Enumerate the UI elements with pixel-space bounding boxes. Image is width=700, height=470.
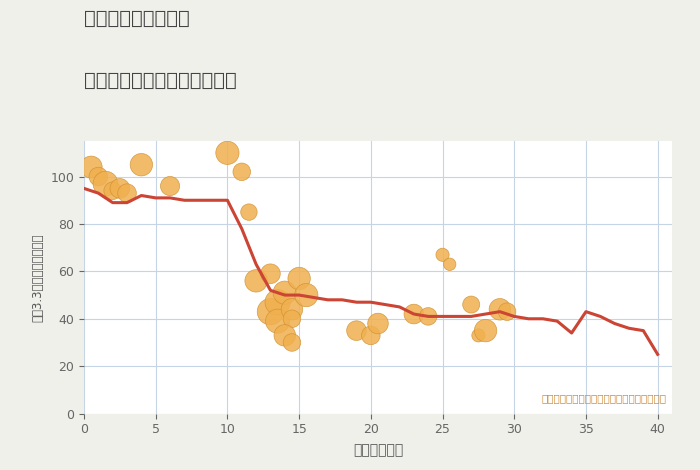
Point (85, 163, 97, 171)
Point (466, 301, 477, 308)
Point (286, 339, 297, 346)
Point (92, 173, 104, 180)
Point (244, 208, 255, 216)
Point (372, 320, 384, 327)
Point (236, 168, 247, 176)
Point (272, 298, 284, 306)
Point (265, 270, 276, 277)
Point (437, 251, 448, 258)
Point (251, 277, 262, 285)
Point (272, 317, 284, 325)
Point (480, 327, 491, 334)
Point (114, 185, 125, 192)
Point (265, 308, 276, 315)
Text: 円の大きさは、取引のあった物件面積を示す: 円の大きさは、取引のあった物件面積を示す (541, 393, 666, 403)
X-axis label: 築年数（年）: 築年数（年） (353, 443, 403, 457)
Text: 築年数別中古マンション価格: 築年数別中古マンション価格 (84, 70, 237, 89)
Point (408, 310, 419, 318)
Point (164, 182, 176, 190)
Point (286, 315, 297, 322)
Point (100, 180, 111, 188)
Point (121, 189, 132, 197)
Point (423, 313, 434, 320)
Point (136, 161, 147, 168)
Point (301, 291, 312, 299)
Point (473, 332, 484, 339)
Point (351, 327, 362, 334)
Point (501, 308, 512, 315)
Point (107, 187, 118, 195)
Text: 千葉県市原市池和田: 千葉県市原市池和田 (84, 9, 190, 28)
Point (279, 289, 290, 297)
Point (293, 275, 304, 282)
Point (494, 306, 505, 313)
Point (286, 306, 297, 313)
Point (222, 149, 233, 157)
Point (279, 332, 290, 339)
Point (365, 332, 377, 339)
Point (444, 260, 455, 268)
Y-axis label: 坪（3.3㎡）単価（万円）: 坪（3.3㎡）単価（万円） (32, 233, 45, 321)
